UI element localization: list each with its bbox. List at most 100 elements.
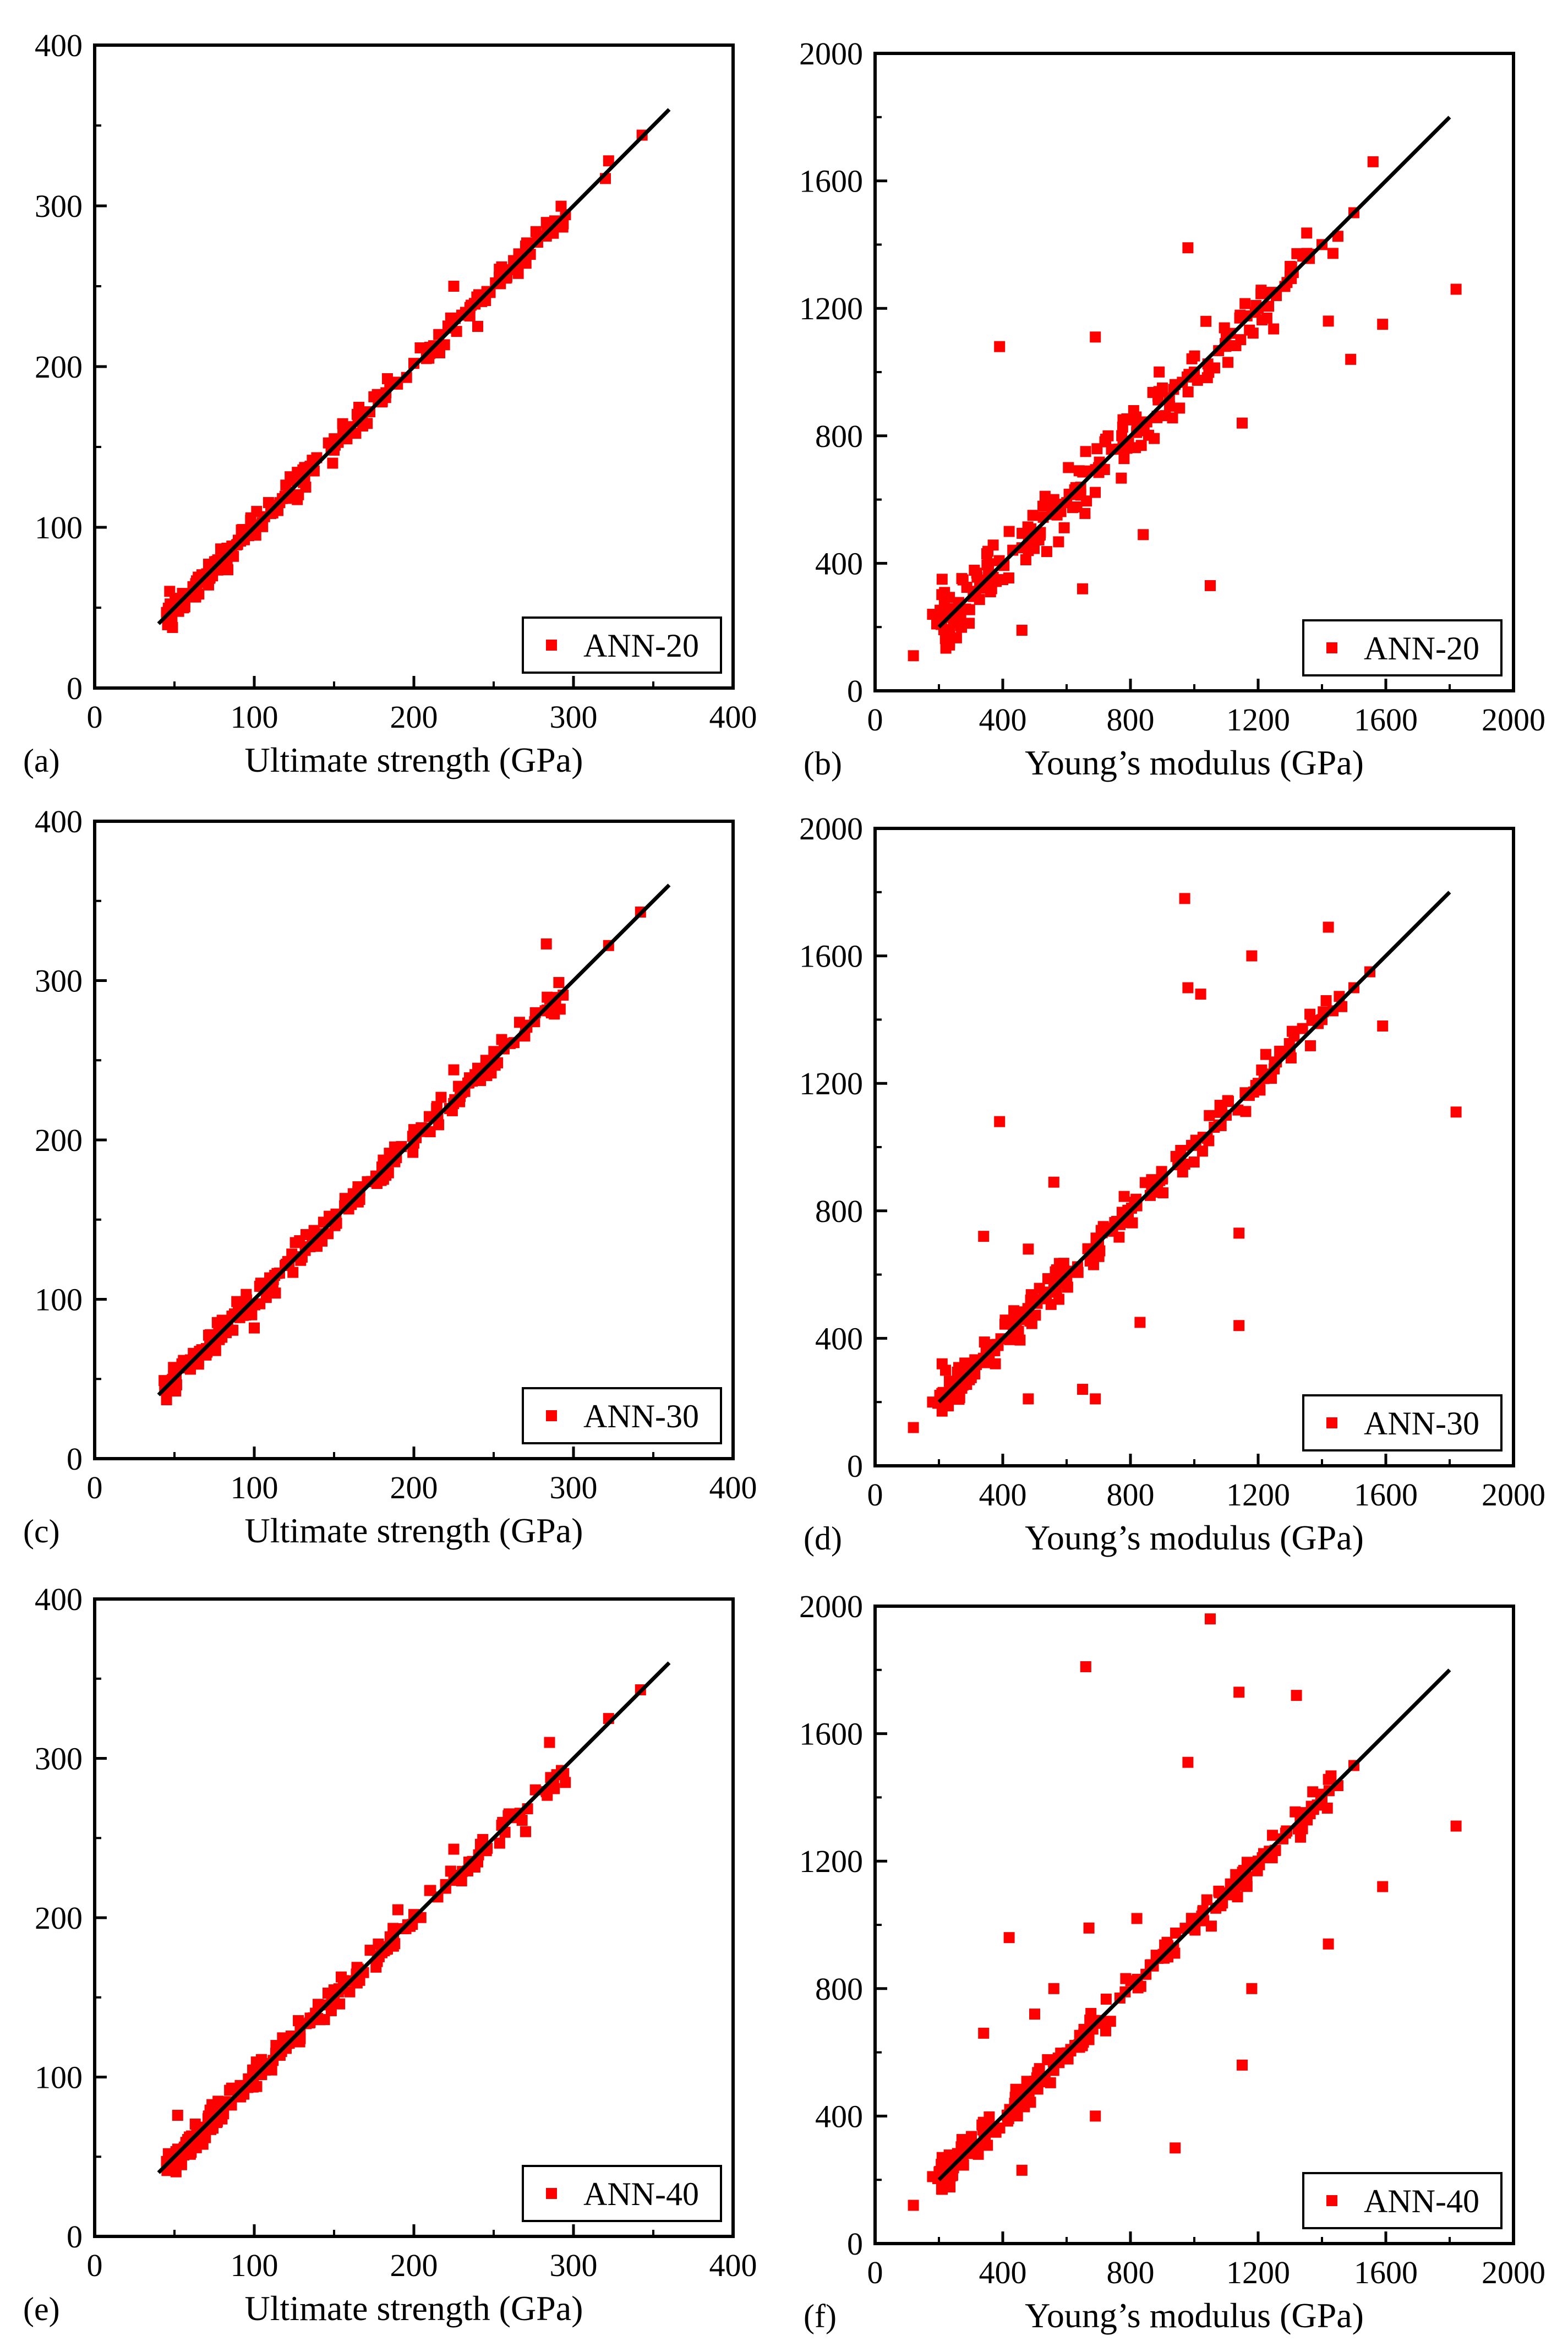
data-point [603,155,614,167]
data-point [1274,1045,1286,1057]
y-tick-label: 800 [815,418,863,454]
legend: ANN-20 [1302,619,1503,676]
legend-label: ANN-30 [583,1398,699,1434]
data-point [1188,1156,1200,1168]
data-point [1029,2009,1040,2020]
data-point [1105,2016,1116,2027]
data-point [1377,319,1389,330]
x-axis-title: Young’s modulus (GPa) [1025,1518,1364,1557]
data-point [927,1396,938,1408]
data-point [1205,580,1216,591]
data-point [1244,324,1255,336]
data-point [1246,1983,1258,1994]
data-point [1063,462,1074,473]
data-point [994,341,1006,352]
x-tick-label: 0 [87,699,103,735]
x-tick-label: 400 [709,2247,757,2283]
x-axis-title: Young’s modulus (GPa) [1025,2296,1364,2335]
data-point [1013,1306,1024,1318]
legend-label: ANN-20 [1364,630,1479,667]
legend-marker [546,640,557,651]
data-point [1160,410,1171,422]
data-point [445,312,456,324]
data-point [292,494,303,505]
x-tick-label: 0 [867,702,883,738]
data-point [1235,334,1247,346]
y-tick-label: 400 [815,545,863,581]
data-point [448,1843,460,1855]
x-tick-label: 2000 [1482,1477,1545,1513]
data-point [392,1904,403,1916]
data-point [1134,1317,1146,1328]
data-point [1320,995,1332,1006]
data-point [1175,1145,1187,1156]
data-point [1201,1894,1212,1906]
data-point [494,1837,505,1849]
data-point [1233,1320,1245,1331]
data-point [973,2148,984,2160]
data-point [997,574,1009,586]
data-point [1297,1023,1308,1034]
data-point [1073,465,1085,477]
fit-line [157,883,671,1396]
data-point [1151,412,1163,423]
panel-label: (f) [804,2298,837,2334]
data-point [1135,440,1147,451]
data-marks [908,1613,1462,2211]
data-marks [157,1661,671,2178]
fit-line [937,116,1451,629]
data-point [1010,2083,1021,2095]
data-point [1023,545,1034,556]
data-point [1023,1393,1034,1405]
data-point [327,457,338,469]
data-point [1291,248,1303,259]
data-point [1088,1259,1099,1270]
data-point [978,2027,990,2039]
x-tick-label: 1200 [1226,702,1290,738]
data-point [1100,2025,1111,2037]
legend: ANN-30 [522,1387,722,1444]
x-axis-title: Ultimate strength (GPa) [245,2289,583,2328]
y-tick-label: 2000 [799,36,863,72]
x-tick-label: 800 [1107,1477,1155,1513]
y-tick-label: 0 [847,2226,863,2262]
x-tick-label: 0 [87,1470,103,1505]
x-tick-label: 1600 [1354,2255,1418,2290]
x-tick-label: 400 [709,1470,757,1505]
data-point [1090,331,1101,343]
x-tick-label: 1200 [1226,2255,1290,2290]
x-tick-label: 800 [1107,702,1155,738]
data-point [1260,1049,1271,1060]
y-tick-label: 800 [815,1971,863,2007]
x-tick-label: 2000 [1482,2255,1545,2290]
data-point [414,342,426,353]
data-point [1305,1040,1316,1051]
y-tick-label: 300 [35,188,83,224]
data-point [549,1783,560,1794]
data-point [1201,372,1213,384]
data-point [1261,312,1272,324]
data-point [560,1777,571,1788]
data-point [1077,1384,1088,1395]
x-tick-label: 1600 [1354,1477,1418,1513]
data-point [1025,1294,1036,1306]
y-tick-label: 400 [815,1320,863,1356]
fit-line [157,1661,671,2174]
data-point [1204,1110,1215,1121]
data-marks [157,883,671,1405]
legend-marker [546,2188,557,2199]
x-tick-label: 100 [231,2247,278,2283]
data-point [954,1392,965,1404]
data-point [1014,1334,1026,1346]
x-tick-label: 0 [87,2247,103,2283]
legend: ANN-40 [1302,2172,1503,2229]
data-point [373,1938,384,1950]
data-point [1174,402,1185,414]
y-tick-label: 1200 [799,291,863,326]
data-point [542,991,553,1003]
data-point [984,2111,995,2122]
data-point [1016,624,1028,636]
data-point [1345,353,1357,365]
panel-label: (d) [804,1520,842,1557]
scatter-panel-2: 0 400 800 1200 1600 20000400800120016002000AN… [799,36,1545,782]
